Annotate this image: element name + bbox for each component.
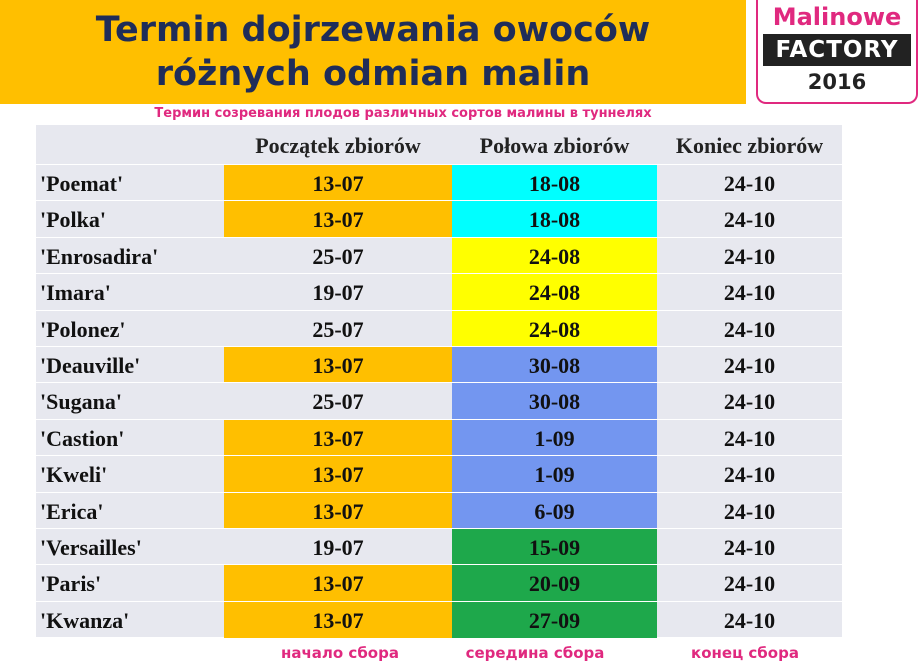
start-date-cell: 13-07 [224,165,452,201]
mid-date-cell: 18-08 [452,201,657,238]
column-header-mid: Połowa zbiorów [479,133,630,158]
legend-start: начало сбора [281,644,399,662]
row-divider [36,200,842,202]
end-date-cell: 24-10 [723,316,776,342]
row-divider [36,491,842,493]
end-date-cell: 24-10 [723,353,776,378]
start-date-cell: 13-07 [224,419,452,456]
table-row: 'Erica' 13-07 6-09 24-10 [36,491,842,529]
title-line-2: różnych odmian malin [155,54,591,94]
end-date-cell: 24-10 [723,571,776,597]
mid-date-cell: 18-08 [452,165,657,201]
logo-year: 2016 [807,70,867,94]
table-row: 'Imara' 19-07 24-08 24-10 [36,273,842,311]
table-row: 'Polonez' 25-07 24-08 24-10 [36,309,842,347]
row-divider [36,273,842,275]
mid-date-cell: 15-09 [452,529,657,565]
end-date-cell: 24-10 [723,280,776,306]
row-divider [36,600,842,602]
start-date-cell: 13-07 [224,492,452,529]
subtitle: Термин созревания плодов различных сорто… [154,106,652,121]
row-divider [36,236,842,238]
end-date-cell: 24-10 [723,425,776,451]
column-header-start: Początek zbiorów [255,133,421,158]
variety-name: 'Kweli' [40,462,108,488]
title-line-1: Termin dojrzewania owoców [95,10,651,50]
variety-name: 'Polka' [40,207,107,233]
variety-name: 'Enrosadira' [40,243,159,269]
variety-name: 'Imara' [40,280,111,306]
end-date-cell: 24-10 [723,207,776,233]
table-row: 'Poemat' 13-07 18-08 24-10 [36,164,842,201]
variety-name: 'Erica' [40,498,104,524]
mid-date-cell: 24-08 [452,310,657,347]
start-date-cell: 13-07 [224,565,452,602]
variety-name: 'Kwanza' [40,607,130,633]
variety-name: 'Deauville' [40,353,141,378]
table-row: 'Sugana' 25-07 30-08 24-10 [36,382,842,420]
row-divider [36,346,842,347]
end-date-cell: 24-10 [723,535,776,560]
end-date-cell: 24-10 [723,462,776,488]
start-date-cell: 25-07 [312,243,364,269]
start-date-cell: 25-07 [312,316,364,342]
table-row: 'Kwanza' 13-07 27-09 24-10 [36,600,842,638]
variety-name: 'Paris' [40,571,102,597]
end-date-cell: 24-10 [723,389,776,415]
row-divider [36,455,842,457]
table-row: 'Enrosadira' 25-07 24-08 24-10 [36,236,842,274]
row-divider [36,418,842,420]
end-date-cell: 24-10 [723,607,776,633]
start-date-cell: 25-07 [312,389,364,415]
mid-date-cell: 20-09 [452,565,657,602]
variety-name: 'Poemat' [40,171,124,196]
mid-date-cell: 1-09 [452,456,657,493]
table-row: 'Castion' 13-07 1-09 24-10 [36,418,842,456]
start-date-cell: 13-07 [224,456,452,493]
table-row: 'Deauville' 13-07 30-08 24-10 [36,346,842,383]
start-date-cell: 13-07 [224,201,452,238]
variety-name: 'Sugana' [40,389,122,415]
column-header-end: Koniec zbiorów [675,133,824,158]
variety-name: 'Versailles' [40,535,142,560]
mid-date-cell: 6-09 [452,492,657,529]
start-date-cell: 13-07 [224,601,452,638]
title-banner: Termin dojrzewania owoców różnych odmian… [0,0,746,104]
variety-name: 'Castion' [40,425,125,451]
row-divider [36,164,842,165]
end-date-cell: 24-10 [723,171,776,196]
row-divider [36,564,842,566]
table-row: 'Paris' 13-07 20-09 24-10 [36,564,842,602]
mid-date-cell: 24-08 [452,274,657,311]
row-divider [36,528,842,529]
table-header: Początek zbiorów Połowa zbiorów Koniec z… [36,125,842,161]
logo-factory: FACTORY [763,34,911,66]
harvest-table: Początek zbiorów Połowa zbiorów Koniec z… [36,125,842,638]
logo: Malinowe FACTORY 2016 [756,0,918,104]
table-row: 'Polka' 13-07 18-08 24-10 [36,200,842,238]
mid-date-cell: 30-08 [452,347,657,383]
mid-date-cell: 24-08 [452,237,657,274]
table-row: 'Versailles' 19-07 15-09 24-10 [36,528,842,565]
mid-date-cell: 27-09 [452,601,657,638]
legend-end: конец сбора [691,644,799,662]
start-date-cell: 13-07 [224,347,452,383]
variety-name: 'Polonez' [40,316,126,342]
logo-brand: Malinowe [772,3,902,31]
mid-date-cell: 30-08 [452,383,657,420]
legend-mid: середина сбора [465,644,605,662]
row-divider [36,309,842,311]
end-date-cell: 24-10 [723,243,776,269]
table-row: 'Kweli' 13-07 1-09 24-10 [36,455,842,493]
end-date-cell: 24-10 [723,498,776,524]
start-date-cell: 19-07 [312,535,364,560]
row-divider [36,382,842,384]
start-date-cell: 19-07 [312,280,364,306]
mid-date-cell: 1-09 [452,419,657,456]
